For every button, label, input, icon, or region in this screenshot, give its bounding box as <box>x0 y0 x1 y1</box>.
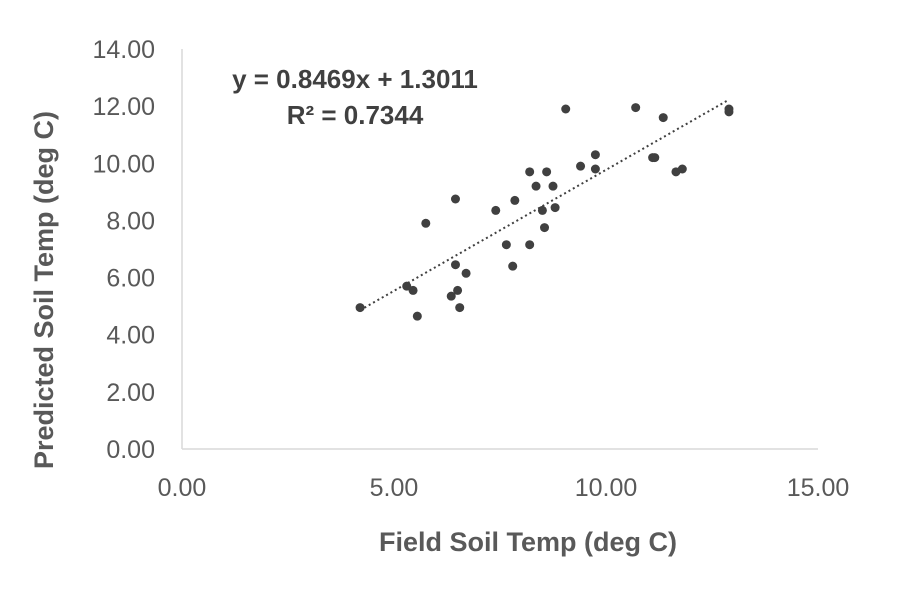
data-point <box>455 303 465 313</box>
data-point <box>537 205 547 215</box>
y-tick-label: 8.00 <box>106 207 155 235</box>
y-tick-label: 10.00 <box>92 150 155 178</box>
equation-annotation: y = 0.8469x + 1.3011 <box>232 64 478 94</box>
y-axis-title: Predicted Soil Temp (deg C) <box>29 111 59 469</box>
data-point <box>491 205 501 215</box>
data-point <box>658 113 668 123</box>
data-point <box>650 153 660 163</box>
data-point <box>550 203 560 213</box>
data-point <box>576 161 586 171</box>
x-axis-title: Field Soil Temp (deg C) <box>379 527 677 557</box>
data-point <box>724 104 734 114</box>
data-point <box>508 261 518 271</box>
data-point <box>540 223 550 233</box>
x-tick-label: 15.00 <box>787 474 850 502</box>
data-point <box>446 291 456 301</box>
data-point <box>453 285 463 295</box>
data-point <box>631 103 641 113</box>
data-point <box>525 240 535 250</box>
x-tick-label: 5.00 <box>370 474 419 502</box>
data-point <box>408 285 418 295</box>
data-point <box>461 268 471 278</box>
y-tick-label: 0.00 <box>106 436 155 464</box>
x-tick-label: 10.00 <box>575 474 638 502</box>
data-point <box>450 194 460 204</box>
data-point <box>525 167 535 177</box>
data-point <box>450 260 460 270</box>
r-squared-annotation: R² = 0.7344 <box>287 100 424 130</box>
data-point <box>402 281 412 291</box>
data-point <box>421 218 431 228</box>
data-point <box>548 181 558 191</box>
data-point <box>542 167 552 177</box>
data-point <box>590 150 600 160</box>
data-point <box>561 104 571 114</box>
trendline <box>359 98 730 312</box>
data-point <box>531 181 541 191</box>
data-point <box>412 311 422 321</box>
y-tick-label: 6.00 <box>106 265 155 293</box>
data-point <box>501 240 511 250</box>
y-tick-label: 12.00 <box>92 93 155 121</box>
x-tick-label: 0.00 <box>158 474 207 502</box>
data-point <box>677 164 687 174</box>
y-tick-label: 14.00 <box>92 36 155 64</box>
data-point <box>355 303 365 313</box>
y-tick-label: 4.00 <box>106 322 155 350</box>
data-point <box>510 195 520 205</box>
y-tick-label: 2.00 <box>106 379 155 407</box>
data-point <box>590 164 600 174</box>
